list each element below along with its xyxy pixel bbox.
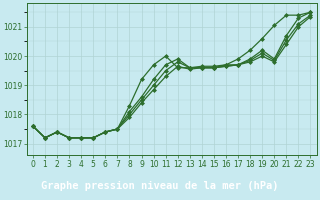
Text: Graphe pression niveau de la mer (hPa): Graphe pression niveau de la mer (hPa) (41, 181, 279, 191)
